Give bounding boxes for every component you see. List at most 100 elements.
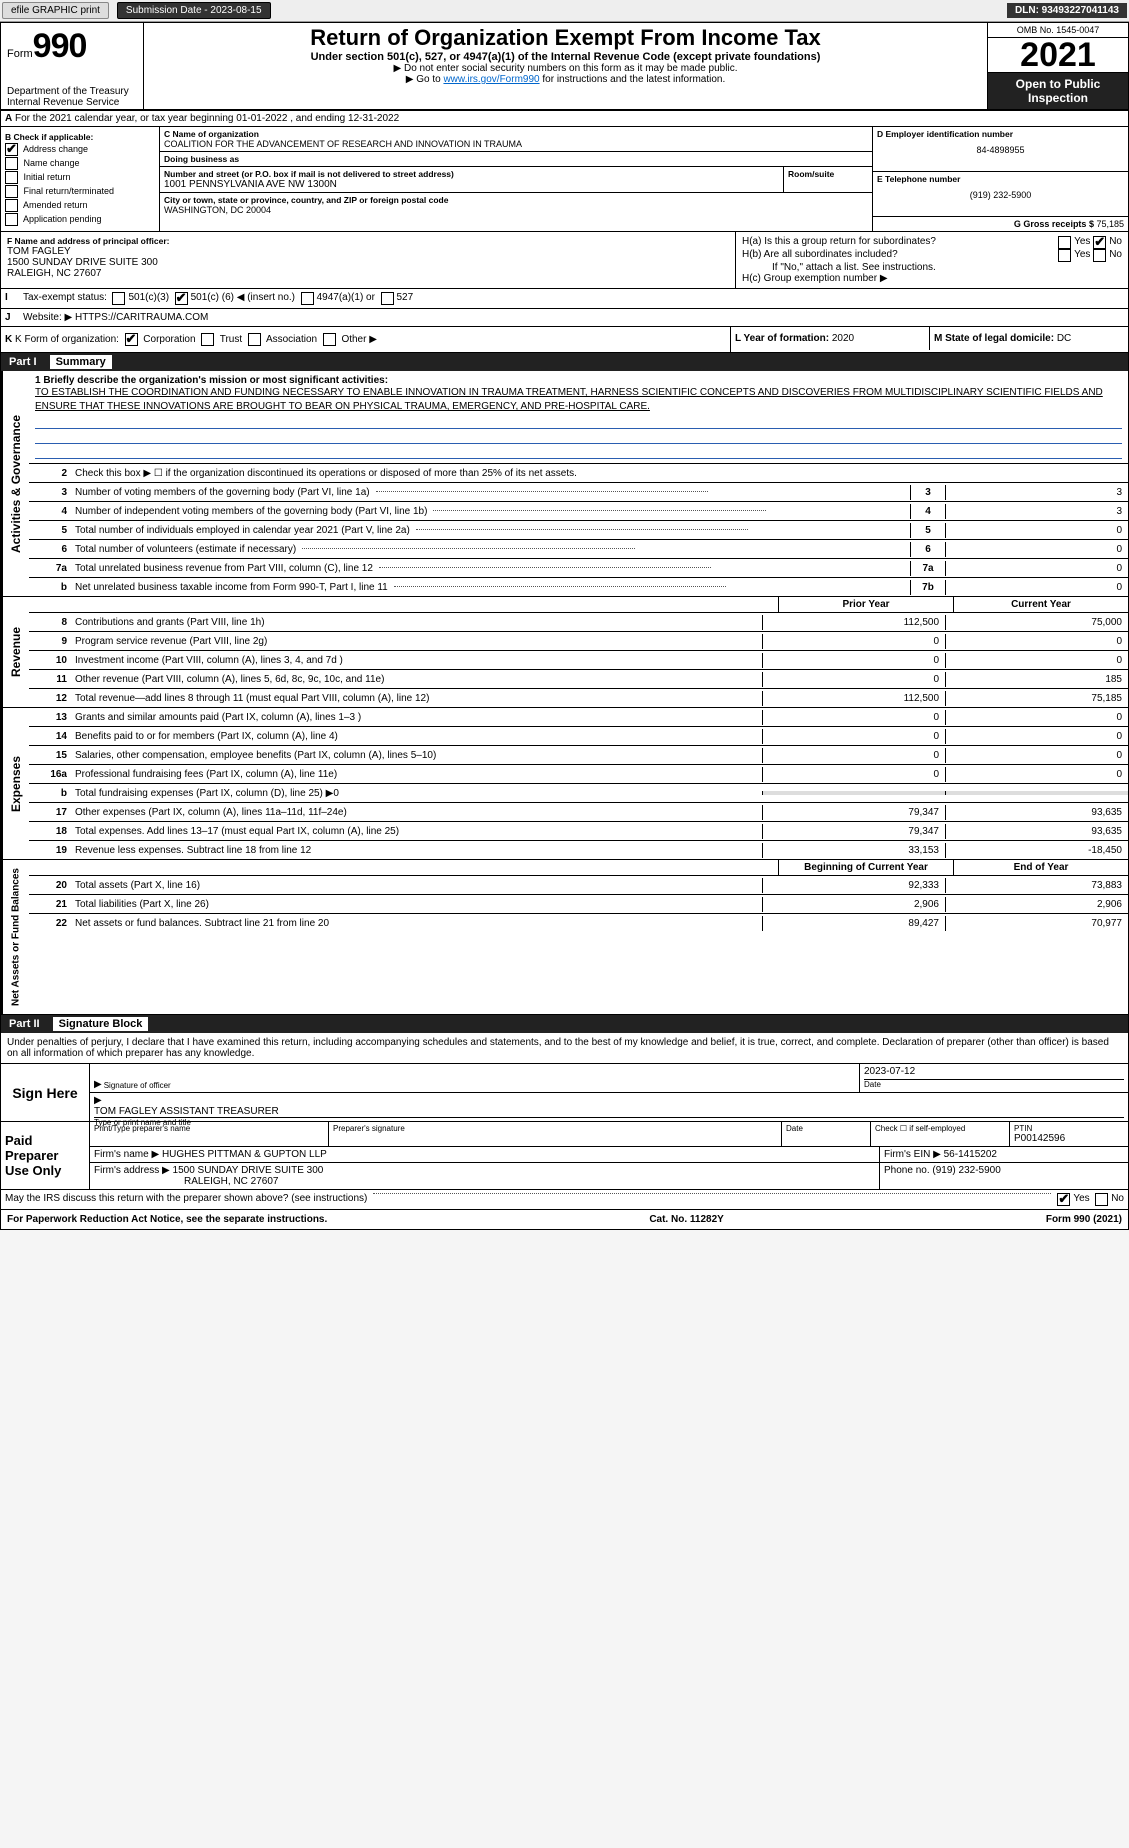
financial-line: 11Other revenue (Part VIII, column (A), … xyxy=(29,670,1128,689)
501c3-checkbox[interactable] xyxy=(112,292,125,305)
dln-label: DLN: 93493227041143 xyxy=(1007,3,1127,18)
mission-label: 1 Briefly describe the organization's mi… xyxy=(35,375,388,386)
ptin-label: PTIN xyxy=(1014,1124,1124,1133)
sidebar-expenses: Expenses xyxy=(1,708,29,859)
colb-checkbox-4[interactable] xyxy=(5,199,18,212)
ssn-note: Do not enter social security numbers on … xyxy=(150,63,981,74)
colb-checkbox-5[interactable] xyxy=(5,213,18,226)
gov-line: 4Number of independent voting members of… xyxy=(29,502,1128,521)
527-checkbox[interactable] xyxy=(381,292,394,305)
street-address: 1001 PENNSYLVANIA AVE NW 1300N xyxy=(164,179,779,190)
open-public-badge: Open to Public Inspection xyxy=(988,72,1128,109)
part1-header: Part I xyxy=(9,356,37,368)
sig-date-value: 2023-07-12 xyxy=(864,1066,1124,1077)
financial-line: 8Contributions and grants (Part VIII, li… xyxy=(29,613,1128,632)
financial-line: 19Revenue less expenses. Subtract line 1… xyxy=(29,841,1128,859)
hb-note: If "No," attach a list. See instructions… xyxy=(742,262,1122,273)
phone-label: E Telephone number xyxy=(877,174,1124,184)
colb-checkbox-0[interactable] xyxy=(5,143,18,156)
colb-checkbox-2[interactable] xyxy=(5,171,18,184)
corp-checkbox[interactable] xyxy=(125,333,138,346)
goto-suffix: for instructions and the latest informat… xyxy=(540,74,726,85)
sig-date-label: Date xyxy=(864,1079,1124,1089)
501c-pre: 501(c) ( xyxy=(191,292,225,303)
financial-line: 20Total assets (Part X, line 16)92,33373… xyxy=(29,876,1128,895)
ha-no-checkbox[interactable] xyxy=(1093,236,1106,249)
other-checkbox[interactable] xyxy=(323,333,336,346)
discuss-yes-checkbox[interactable] xyxy=(1057,1193,1070,1206)
submission-date-button[interactable]: Submission Date - 2023-08-15 xyxy=(117,2,271,19)
firm-addr1: 1500 SUNDAY DRIVE SUITE 300 xyxy=(173,1165,324,1176)
financial-line: 16aProfessional fundraising fees (Part I… xyxy=(29,765,1128,784)
501c-checkbox[interactable] xyxy=(175,292,188,305)
501c3-text: 501(c)(3) xyxy=(128,292,169,303)
officer-typed-name: TOM FAGLEY ASSISTANT TREASURER xyxy=(94,1106,1124,1117)
assoc-text: Association xyxy=(266,334,317,345)
discuss-no-checkbox[interactable] xyxy=(1095,1193,1108,1206)
trust-checkbox[interactable] xyxy=(201,333,214,346)
hb-yes-text: Yes xyxy=(1074,249,1090,262)
ptin-value: P00142596 xyxy=(1014,1133,1124,1144)
form-990-number: 990 xyxy=(33,27,87,65)
form-prefix: Form xyxy=(7,48,33,60)
colb-checkbox-3[interactable] xyxy=(5,185,18,198)
financial-line: 15Salaries, other compensation, employee… xyxy=(29,746,1128,765)
firm-ein-label: Firm's EIN ▶ xyxy=(884,1149,941,1160)
firm-ein: 56-1415202 xyxy=(944,1149,997,1160)
beg-year-header: Beginning of Current Year xyxy=(778,860,953,875)
other-text: Other ▶ xyxy=(341,334,376,345)
4947-checkbox[interactable] xyxy=(301,292,314,305)
gov-line: 7aTotal unrelated business revenue from … xyxy=(29,559,1128,578)
website-note: Go to www.irs.gov/Form990 for instructio… xyxy=(150,74,981,85)
city-value: WASHINGTON, DC 20004 xyxy=(164,205,868,215)
part2-header: Part II xyxy=(9,1018,40,1030)
ha-yes-checkbox[interactable] xyxy=(1058,236,1071,249)
financial-line: 21Total liabilities (Part X, line 26)2,9… xyxy=(29,895,1128,914)
irs-label: Internal Revenue Service xyxy=(7,97,129,108)
colb-item: Initial return xyxy=(5,171,155,184)
assoc-checkbox[interactable] xyxy=(248,333,261,346)
footer-cat: Cat. No. 11282Y xyxy=(649,1214,723,1225)
year-box: OMB No. 1545-0047 2021 Open to Public In… xyxy=(987,23,1128,109)
gov-line: bNet unrelated business taxable income f… xyxy=(29,578,1128,596)
part2-title: Signature Block xyxy=(53,1017,149,1031)
self-employed-check: Check ☐ if self-employed xyxy=(871,1122,1010,1146)
financial-line: 18Total expenses. Add lines 13–17 (must … xyxy=(29,822,1128,841)
officer-addr2: RALEIGH, NC 27607 xyxy=(7,268,729,279)
sidebar-revenue: Revenue xyxy=(1,597,29,707)
colb-item: Final return/terminated xyxy=(5,185,155,198)
colb-checkbox-1[interactable] xyxy=(5,157,18,170)
ha-yes-text: Yes xyxy=(1074,236,1090,249)
colb-item: Application pending xyxy=(5,213,155,226)
gross-value: 75,185 xyxy=(1096,219,1124,229)
firm-addr-label: Firm's address ▶ xyxy=(94,1165,170,1176)
discuss-yes: Yes xyxy=(1073,1193,1089,1204)
gov-line: 3Number of voting members of the governi… xyxy=(29,483,1128,502)
section-a-period: A For the 2021 calendar year, or tax yea… xyxy=(0,111,1129,127)
hb-no-checkbox[interactable] xyxy=(1093,249,1106,262)
4947-text: 4947(a)(1) or xyxy=(317,292,375,303)
section-b-heading: B Check if applicable: xyxy=(5,132,155,142)
hb-yes-checkbox[interactable] xyxy=(1058,249,1071,262)
phone-value: (919) 232-5900 xyxy=(877,190,1124,200)
corp-text: Corporation xyxy=(143,334,195,345)
city-label: City or town, state or province, country… xyxy=(164,195,868,205)
tax-year-period: For the 2021 calendar year, or tax year … xyxy=(15,113,399,124)
prep-sig-label: Preparer's signature xyxy=(329,1122,782,1146)
form-org-label: K Form of organization: xyxy=(15,334,119,345)
discuss-text: May the IRS discuss this return with the… xyxy=(5,1193,367,1204)
prior-year-header: Prior Year xyxy=(778,597,953,612)
colb-item: Name change xyxy=(5,157,155,170)
irs-link[interactable]: www.irs.gov/Form990 xyxy=(443,74,539,85)
prep-name-label: Print/Type preparer's name xyxy=(90,1122,329,1146)
prep-phone-label: Phone no. xyxy=(884,1165,930,1176)
form-subtitle: Under section 501(c), 527, or 4947(a)(1)… xyxy=(150,51,981,63)
dba-label: Doing business as xyxy=(164,154,868,164)
financial-line: 13Grants and similar amounts paid (Part … xyxy=(29,708,1128,727)
sig-officer-label: Signature of officer xyxy=(104,1081,171,1090)
domicile-value: DC xyxy=(1057,333,1071,344)
gross-label: G Gross receipts $ xyxy=(1014,219,1094,229)
end-year-header: End of Year xyxy=(953,860,1128,875)
financial-line: 9Program service revenue (Part VIII, lin… xyxy=(29,632,1128,651)
hb-label: H(b) Are all subordinates included? xyxy=(742,249,1058,262)
